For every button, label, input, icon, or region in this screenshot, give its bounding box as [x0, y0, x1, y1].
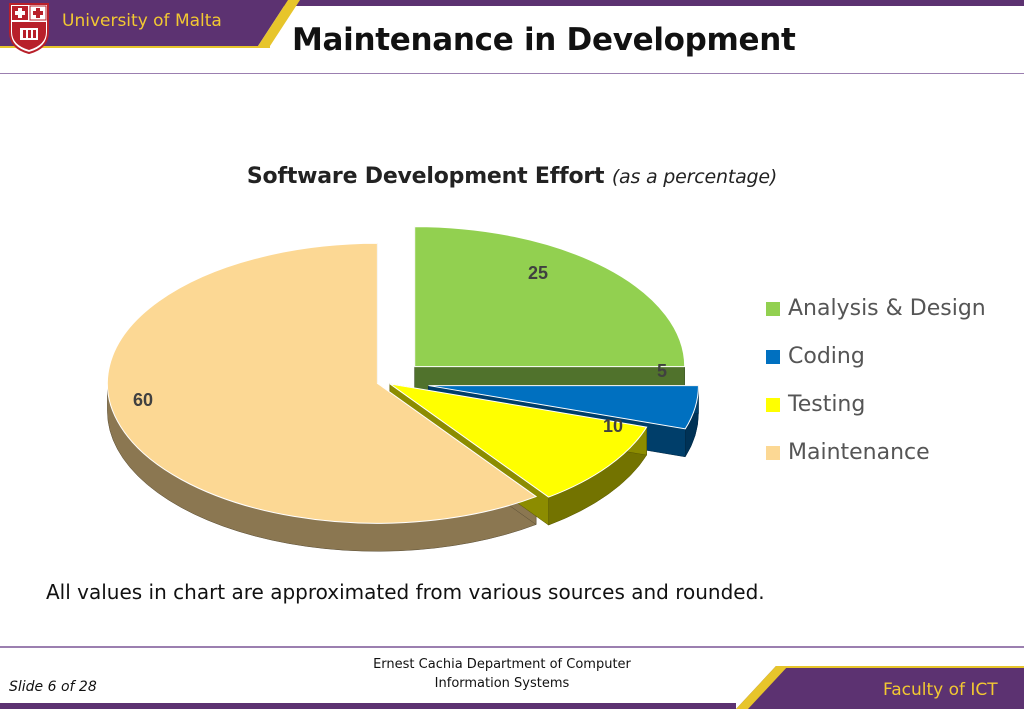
university-name: University of Malta [62, 11, 222, 31]
pie-slice-testing [389, 383, 648, 498]
legend-label-coding: Coding [788, 344, 865, 369]
footer-divider [0, 646, 1024, 648]
pie-slice-analysis-design [414, 226, 686, 368]
header-band [0, 0, 1024, 74]
legend-swatch-maintenance [766, 445, 780, 460]
chart-note: All values in chart are approximated fro… [46, 580, 765, 604]
legend-label-analysis-design: Analysis & Design [788, 296, 986, 321]
department-line-1: Ernest Cachia Department of Computer [373, 657, 631, 672]
legend-item-coding: Coding [766, 344, 865, 369]
slide-number: Slide 6 of 28 [9, 679, 97, 695]
legend-label-testing: Testing [788, 392, 866, 417]
chart-subtitle: (as a percentage) [611, 166, 778, 188]
data-label-analysis-design: 25 [528, 263, 548, 283]
legend-item-maintenance: Maintenance [766, 440, 930, 465]
pie-tops [106, 226, 699, 524]
legend-item-testing: Testing [766, 392, 865, 417]
legend-swatch-coding [766, 349, 780, 364]
pie-slice-coding [428, 385, 699, 430]
department-line-2: Information Systems [434, 676, 570, 691]
data-label-maintenance: 60 [133, 390, 153, 410]
legend-swatch-testing [766, 397, 780, 412]
slide-title: Maintenance in Development [292, 22, 796, 58]
legend-swatch-analysis-design [766, 301, 780, 316]
chart-legend: Analysis & Design Coding Testing Maintenanc… [766, 296, 1006, 476]
faculty-name: Faculty of ICT [883, 680, 998, 700]
data-label-testing: 10 [603, 416, 623, 436]
university-crest-icon [9, 3, 49, 54]
chart-title: Software Development Effort (as a percen… [0, 164, 1024, 189]
chart-title-main: Software Development Effort [246, 164, 605, 189]
data-label-coding: 5 [657, 361, 667, 381]
pie-slice-maintenance [106, 242, 538, 524]
footer-band [0, 666, 1024, 709]
legend-label-maintenance: Maintenance [788, 440, 930, 465]
department-name: Ernest Cachia Department of Computer Inf… [352, 655, 652, 693]
legend-item-analysis-design: Analysis & Design [766, 296, 986, 321]
